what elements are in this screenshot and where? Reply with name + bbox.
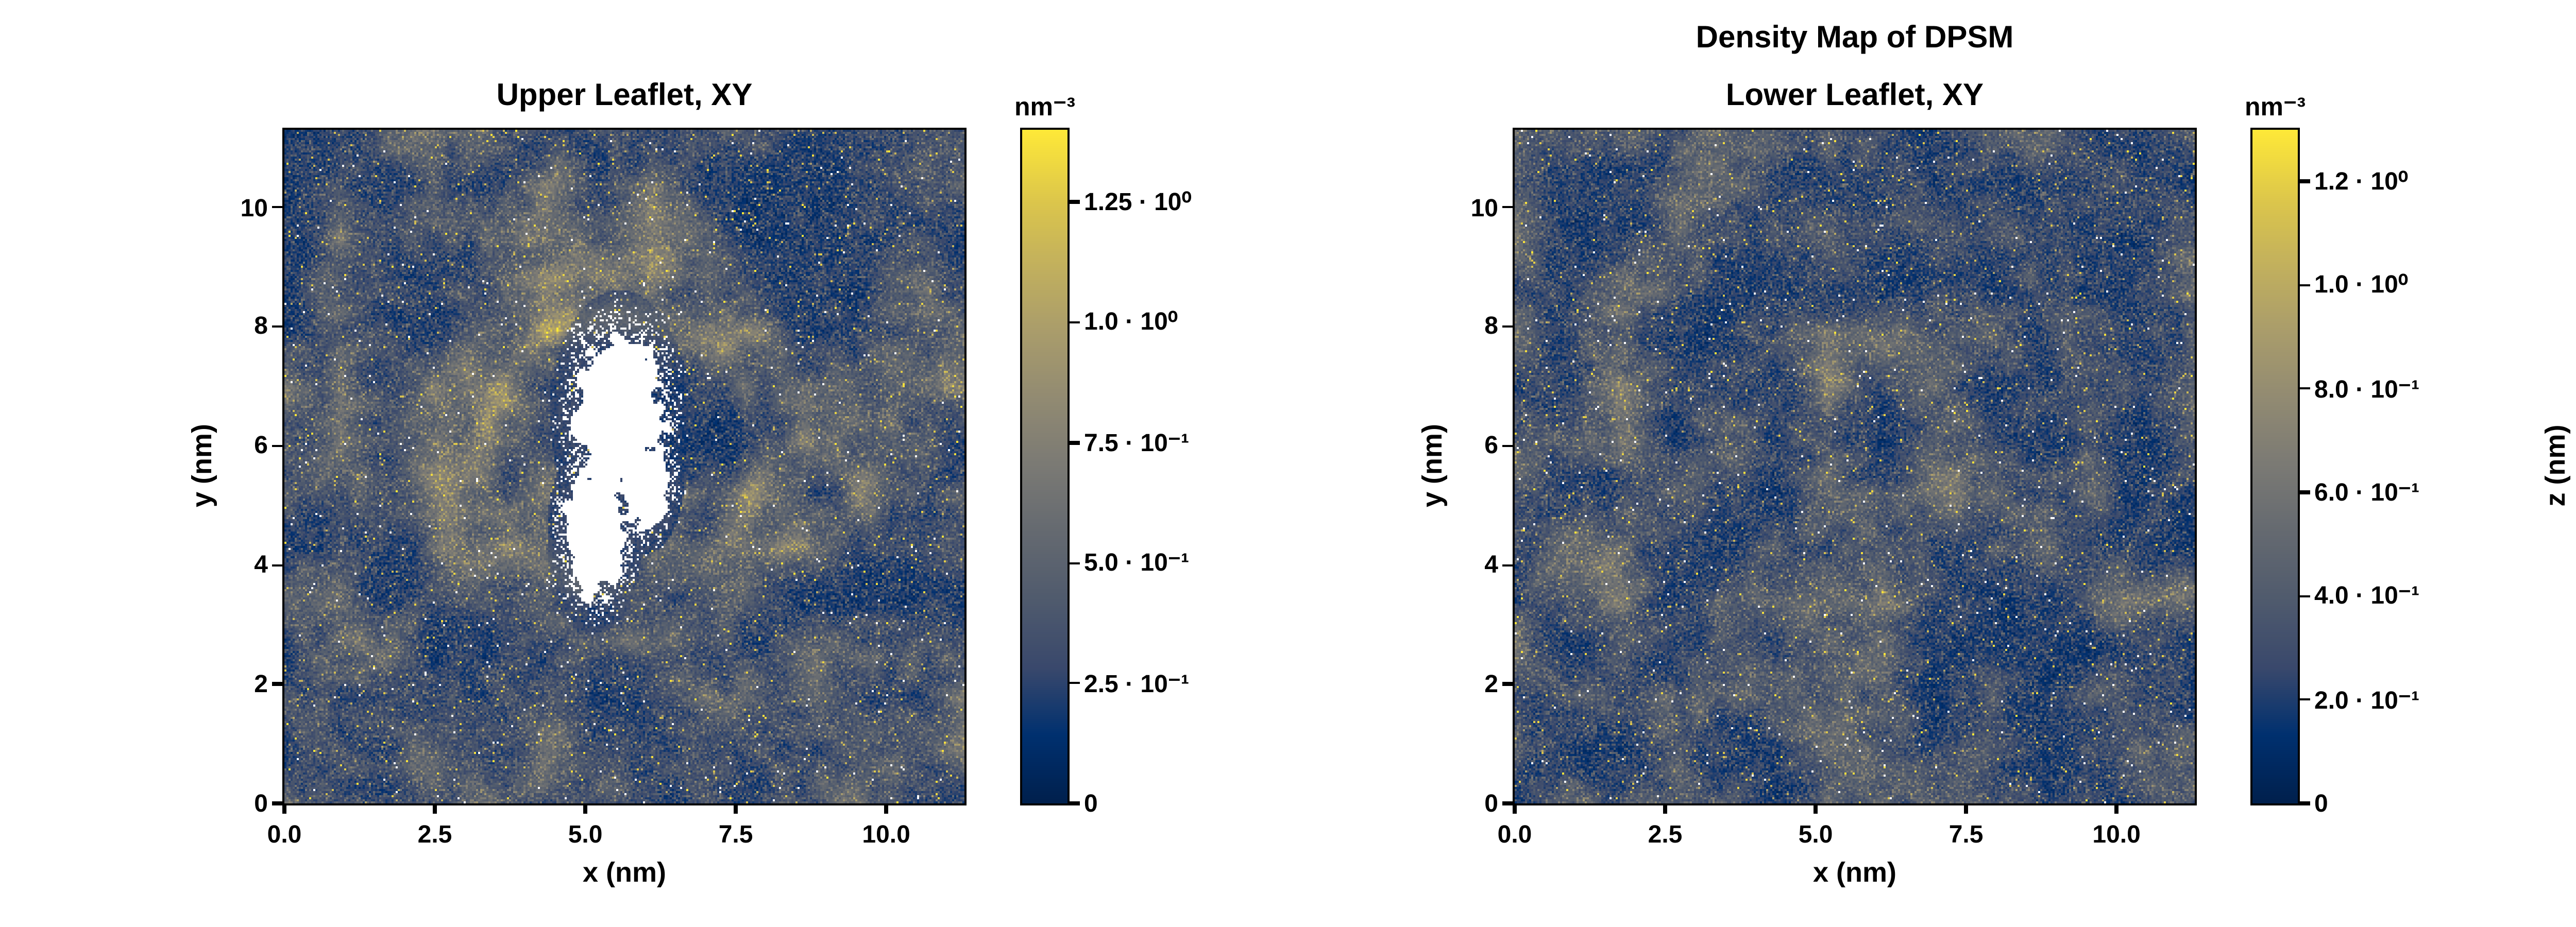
colorbar-tick-mark — [2300, 802, 2310, 805]
x-tick-mark — [1814, 803, 1817, 814]
panel-title-lower-leaflet: Lower Leaflet, XY — [1725, 78, 1984, 113]
x-tick-label: 0.0 — [267, 820, 302, 849]
colorbar-tick-label: 1.0 · 10⁰ — [1084, 307, 1178, 337]
figure-suptitle: Density Map of DPSM — [1696, 21, 2014, 56]
y-tick-mark — [272, 444, 282, 448]
colorbar-tick-mark — [2300, 180, 2310, 183]
colorbar-tick-mark — [2300, 284, 2310, 287]
x-tick-mark — [2115, 803, 2118, 814]
y-tick-label: 6 — [254, 431, 268, 460]
colorbar-tick-mark — [1070, 802, 1080, 805]
colorbar-tick-mark — [1070, 561, 1080, 564]
y-tick-label: 0 — [254, 789, 268, 818]
y-tick-label: 2 — [2522, 280, 2576, 313]
y-tick-label: 2 — [1484, 670, 1498, 699]
colorbar-tick-label: 0 — [2314, 789, 2328, 818]
colorbar-tick-mark — [2300, 594, 2310, 598]
x-tick-label: 2.5 — [417, 820, 452, 849]
y-tick-label: 2 — [254, 670, 268, 699]
x-axis-label-lower: x (nm) — [1813, 857, 1896, 888]
y-tick-mark — [272, 802, 282, 805]
colorbar-tick-label: 0 — [1084, 789, 1098, 818]
y-tick-label: 4 — [1484, 550, 1498, 579]
colorbar-tick-label: 1.2 · 10⁰ — [2314, 167, 2409, 196]
y-tick-mark — [1502, 682, 1513, 686]
x-tick-label: 2.5 — [1648, 820, 1683, 849]
y-tick-label: 10 — [240, 193, 268, 222]
colorbar-tick-mark — [2300, 387, 2310, 390]
colorbar-tick-label: 1.0 · 10⁰ — [2314, 270, 2409, 300]
y-tick-label: 8 — [1484, 312, 1498, 341]
x-tick-mark — [734, 803, 737, 814]
heatmap-plot-upper — [282, 128, 967, 805]
y-tick-mark — [272, 325, 282, 328]
x-tick-label: 7.5 — [1948, 820, 1984, 849]
y-tick-label: 10 — [1470, 193, 1498, 222]
y-tick-label: 4 — [254, 550, 268, 579]
colorbar-title-lower: nm⁻³ — [2244, 93, 2306, 122]
x-tick-mark — [1664, 803, 1667, 814]
colorbar-tick-mark — [1070, 441, 1080, 444]
colorbar-tick-label: 2.0 · 10⁻¹ — [2314, 685, 2420, 714]
colorbar-gradient-lower — [2252, 130, 2298, 803]
y-tick-label: 8 — [254, 312, 268, 341]
colorbar-title-upper: nm⁻³ — [1014, 93, 1075, 122]
colorbar-tick-mark — [1070, 320, 1080, 324]
colorbar-tick-mark — [2300, 698, 2310, 701]
colorbar-tick-mark — [1070, 200, 1080, 203]
colorbar-tick-label: 4.0 · 10⁻¹ — [2314, 581, 2420, 611]
x-axis-label-upper: x (nm) — [583, 857, 666, 888]
colorbar-tick-label: 6.0 · 10⁻¹ — [2314, 478, 2420, 507]
y-tick-label: 4 — [2522, 135, 2576, 168]
colorbar-tick-mark — [1070, 681, 1080, 685]
x-tick-mark — [885, 803, 888, 814]
x-tick-label: 0.0 — [1497, 820, 1532, 849]
y-tick-mark — [1502, 205, 1513, 209]
y-tick-mark — [1502, 444, 1513, 448]
colorbar-gradient-upper — [1022, 130, 1067, 803]
y-tick-mark — [272, 205, 282, 209]
x-tick-label: 5.0 — [1798, 820, 1833, 849]
y-tick-label: -2 — [2522, 570, 2576, 603]
y-tick-mark — [1502, 802, 1513, 805]
heatmap-canvas-lower — [1515, 130, 2195, 803]
colorbar-tick-label: 8.0 · 10⁻¹ — [2314, 374, 2420, 404]
x-tick-mark — [1513, 803, 1516, 814]
x-tick-label: 10.0 — [2092, 820, 2141, 849]
y-tick-mark — [1502, 563, 1513, 566]
y-tick-label: 0 — [2522, 425, 2576, 458]
y-tick-mark — [1502, 325, 1513, 328]
y-tick-label: 6 — [1484, 431, 1498, 460]
x-tick-mark — [283, 803, 286, 814]
colorbar-tick-label: 1.25 · 10⁰ — [1084, 187, 1192, 217]
panel-title-upper-leaflet: Upper Leaflet, XY — [496, 78, 753, 113]
colorbar-upper — [1020, 128, 1070, 805]
colorbar-tick-mark — [2300, 491, 2310, 494]
y-tick-label: 0 — [1484, 789, 1498, 818]
colorbar-tick-label: 2.5 · 10⁻¹ — [1084, 668, 1190, 698]
heatmap-plot-lower — [1513, 128, 2197, 805]
x-tick-label: 10.0 — [862, 820, 910, 849]
y-tick-mark — [272, 563, 282, 566]
x-tick-mark — [1964, 803, 1968, 814]
y-tick-mark — [272, 682, 282, 686]
colorbar-tick-label: 7.5 · 10⁻¹ — [1084, 428, 1190, 457]
x-tick-mark — [433, 803, 436, 814]
x-tick-label: 5.0 — [568, 820, 603, 849]
y-tick-label: -4 — [2522, 714, 2576, 747]
x-tick-label: 7.5 — [718, 820, 753, 849]
heatmap-canvas-upper — [284, 130, 964, 803]
colorbar-lower — [2250, 128, 2300, 805]
x-tick-mark — [584, 803, 587, 814]
colorbar-tick-label: 5.0 · 10⁻¹ — [1084, 548, 1190, 577]
